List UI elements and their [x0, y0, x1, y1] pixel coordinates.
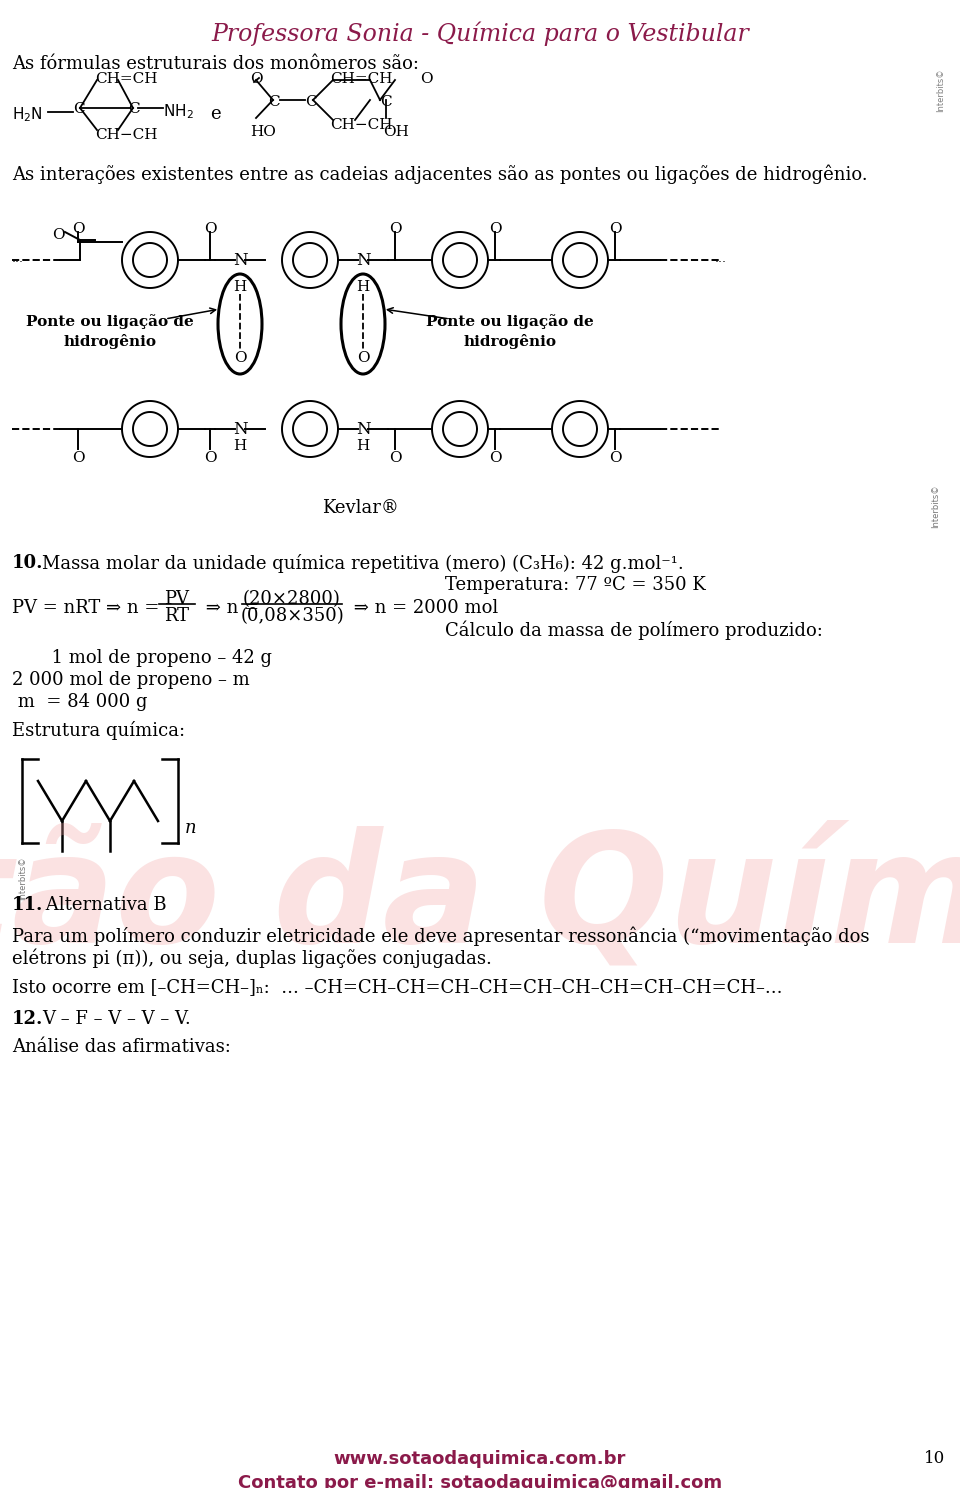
Text: CH−CH: CH−CH	[95, 128, 157, 141]
Text: O: O	[420, 71, 433, 86]
Text: 2 000 mol de propeno – m: 2 000 mol de propeno – m	[12, 671, 250, 689]
Text: Alternativa B: Alternativa B	[40, 896, 167, 914]
Text: O: O	[52, 228, 64, 243]
Text: Interbits©: Interbits©	[931, 484, 940, 528]
Text: N: N	[232, 421, 248, 437]
Text: H: H	[356, 280, 370, 295]
Text: Isto ocorre em [–CH=CH–]ₙ:  ... –CH=CH–CH=CH–CH=CH–CH–CH=CH–CH=CH–...: Isto ocorre em [–CH=CH–]ₙ: ... –CH=CH–CH…	[12, 978, 782, 995]
Text: N: N	[356, 251, 371, 269]
Text: O: O	[609, 222, 621, 237]
Text: O: O	[233, 351, 247, 365]
Text: C: C	[73, 103, 84, 116]
Text: m  = 84 000 g: m = 84 000 g	[12, 693, 148, 711]
Text: As fórmulas estruturais dos monômeros são:: As fórmulas estruturais dos monômeros sã…	[12, 55, 419, 73]
Text: Temperatura: 77 ºC = 350 K: Temperatura: 77 ºC = 350 K	[445, 576, 706, 594]
Text: ⇒ n =: ⇒ n =	[200, 600, 265, 618]
Text: Para um polímero conduzir eletricidade ele deve apresentar ressonância (“movimen: Para um polímero conduzir eletricidade e…	[12, 926, 870, 945]
Text: 1 mol de propeno – 42 g: 1 mol de propeno – 42 g	[40, 649, 272, 667]
Text: H: H	[356, 439, 370, 452]
Text: CH−CH: CH−CH	[330, 118, 393, 132]
Text: n: n	[185, 818, 197, 836]
Text: $\mathsf{NH_2}$: $\mathsf{NH_2}$	[163, 103, 194, 121]
Text: Análise das afirmativas:: Análise das afirmativas:	[12, 1039, 230, 1056]
Text: ⇒ n = 2000 mol: ⇒ n = 2000 mol	[348, 600, 498, 618]
Text: O: O	[72, 222, 84, 237]
Text: O: O	[389, 451, 401, 464]
Text: O: O	[204, 451, 216, 464]
Text: Sótão da Química: Sótão da Química	[0, 826, 960, 975]
Text: Estrutura química:: Estrutura química:	[12, 722, 185, 740]
Text: (20×2800): (20×2800)	[243, 591, 341, 609]
Text: CH=CH: CH=CH	[330, 71, 393, 86]
Text: O: O	[357, 351, 370, 365]
Text: O: O	[489, 222, 501, 237]
Text: RT: RT	[164, 607, 189, 625]
Text: $\mathsf{H_2N}$: $\mathsf{H_2N}$	[12, 106, 43, 124]
Text: V – F – V – V – V.: V – F – V – V – V.	[42, 1010, 191, 1028]
Text: 10.: 10.	[12, 554, 43, 571]
Text: N: N	[356, 421, 371, 437]
Text: CH=CH: CH=CH	[95, 71, 157, 86]
Text: Ponte ou ligação de: Ponte ou ligação de	[26, 314, 194, 329]
Text: PV: PV	[164, 591, 189, 609]
Text: O: O	[389, 222, 401, 237]
Text: C: C	[268, 95, 279, 109]
Text: H: H	[233, 280, 247, 295]
Text: Professora Sonia - Química para o Vestibular: Professora Sonia - Química para o Vestib…	[211, 22, 749, 46]
Text: N: N	[232, 251, 248, 269]
Text: Kevlar®: Kevlar®	[322, 498, 398, 516]
Text: C: C	[305, 95, 317, 109]
Text: PV = nRT ⇒ n =: PV = nRT ⇒ n =	[12, 600, 165, 618]
Text: Contato por e-mail: sotaodaquimica@gmail.com: Contato por e-mail: sotaodaquimica@gmail…	[238, 1475, 722, 1488]
Text: OH: OH	[383, 125, 409, 138]
Text: e: e	[210, 106, 221, 124]
Text: O: O	[72, 451, 84, 464]
Text: Cálculo da massa de polímero produzido:: Cálculo da massa de polímero produzido:	[445, 620, 823, 640]
Text: HO: HO	[250, 125, 276, 138]
Text: 12.: 12.	[12, 1010, 43, 1028]
Text: hidrogênio: hidrogênio	[63, 333, 156, 350]
Text: 10: 10	[924, 1449, 945, 1467]
Text: Ponte ou ligação de: Ponte ou ligação de	[426, 314, 594, 329]
Text: ...: ...	[12, 251, 24, 265]
Text: hidrogênio: hidrogênio	[464, 333, 557, 350]
Text: C: C	[380, 95, 392, 109]
Text: O: O	[609, 451, 621, 464]
Text: 11.: 11.	[12, 896, 43, 914]
Text: Interbits©: Interbits©	[936, 68, 945, 112]
Text: Massa molar da unidade química repetitiva (mero) (C₃H₆): 42 g.mol⁻¹.: Massa molar da unidade química repetitiv…	[42, 554, 684, 573]
Text: Interbits©: Interbits©	[18, 856, 27, 900]
Text: www.sotaodaquimica.com.br: www.sotaodaquimica.com.br	[334, 1449, 626, 1469]
Text: H: H	[233, 439, 247, 452]
Text: C: C	[128, 103, 139, 116]
Text: O: O	[204, 222, 216, 237]
Text: (0,08×350): (0,08×350)	[240, 607, 344, 625]
Text: O: O	[250, 71, 263, 86]
Text: ...: ...	[715, 251, 727, 265]
Text: As interações existentes entre as cadeias adjacentes são as pontes ou ligações d: As interações existentes entre as cadeia…	[12, 165, 868, 185]
Text: O: O	[489, 451, 501, 464]
Text: elétrons pi (π)), ou seja, duplas ligações conjugadas.: elétrons pi (π)), ou seja, duplas ligaçõ…	[12, 948, 492, 967]
